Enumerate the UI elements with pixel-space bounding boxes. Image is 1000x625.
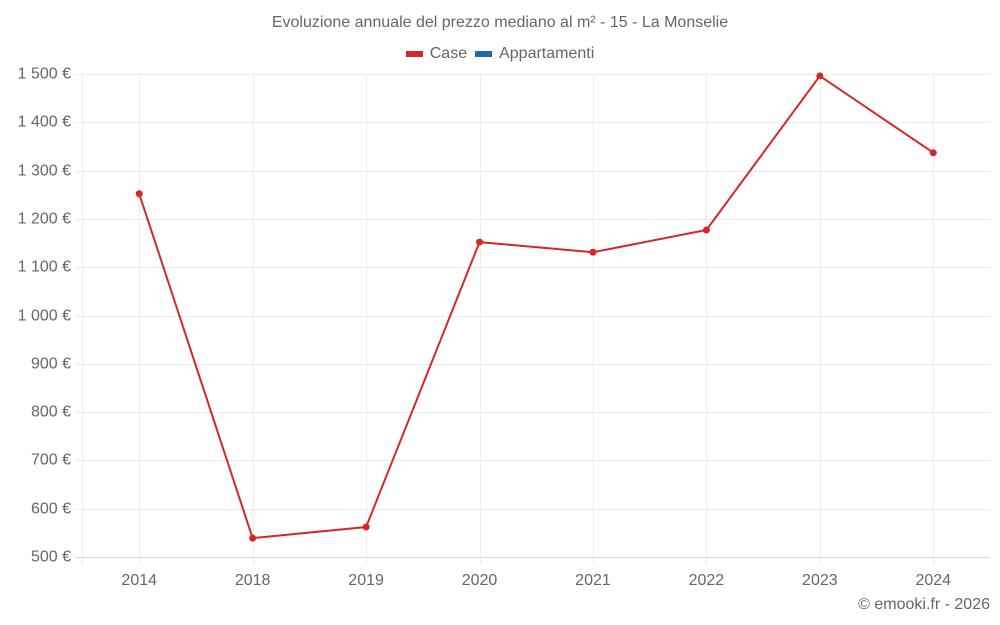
data-point[interactable] bbox=[816, 72, 824, 80]
y-tick-label: 500 € bbox=[31, 549, 71, 566]
legend-label-case: Case bbox=[429, 45, 468, 62]
series-case bbox=[135, 72, 937, 542]
data-point[interactable] bbox=[249, 534, 257, 542]
y-tick-label: 1 000 € bbox=[18, 308, 71, 325]
data-point[interactable] bbox=[135, 190, 143, 198]
y-tick-label: 1 400 € bbox=[18, 114, 71, 131]
x-tick-label: 2014 bbox=[121, 572, 157, 589]
x-tick-label: 2020 bbox=[462, 572, 498, 589]
y-axis: 500 € 600 € 700 € 800 € 900 € 1 000 € 1 100 € 1… bbox=[18, 66, 71, 566]
data-point[interactable] bbox=[476, 238, 484, 246]
legend-item-case[interactable]: Case bbox=[405, 45, 468, 63]
copyright-credit: © emooki.fr - 2026 bbox=[858, 596, 990, 613]
data-point[interactable] bbox=[589, 248, 597, 256]
x-tick-label: 2023 bbox=[802, 572, 838, 589]
data-point[interactable] bbox=[929, 149, 937, 157]
gridlines bbox=[75, 74, 990, 564]
x-tick-label: 2021 bbox=[575, 572, 611, 589]
y-tick-label: 1 300 € bbox=[18, 163, 71, 180]
series-line bbox=[138, 74, 934, 540]
legend-swatch-appartamenti bbox=[475, 51, 493, 57]
x-tick-label: 2019 bbox=[348, 572, 384, 589]
y-tick-label: 1 200 € bbox=[18, 211, 71, 228]
y-tick-label: 1 500 € bbox=[18, 66, 71, 83]
legend-swatch-case bbox=[405, 51, 423, 57]
legend: Case Appartamenti bbox=[0, 45, 1000, 63]
x-tick-label: 2018 bbox=[235, 572, 271, 589]
y-tick-label: 600 € bbox=[31, 501, 71, 518]
y-tick-label: 700 € bbox=[31, 452, 71, 469]
data-point[interactable] bbox=[702, 226, 710, 234]
y-tick-label: 800 € bbox=[31, 404, 71, 421]
chart-title: Evoluzione annuale del prezzo mediano al… bbox=[271, 14, 729, 31]
x-tick-label: 2022 bbox=[689, 572, 725, 589]
data-point[interactable] bbox=[362, 523, 370, 531]
legend-label-appartamenti: Appartamenti bbox=[499, 45, 595, 62]
y-tick-label: 900 € bbox=[31, 356, 71, 373]
y-tick-label: 1 100 € bbox=[18, 259, 71, 276]
x-tick-label: 2024 bbox=[915, 572, 951, 589]
x-axis: 2014 2018 2019 2020 2021 2022 2023 2024 bbox=[121, 572, 951, 589]
legend-item-appartamenti[interactable]: Appartamenti bbox=[475, 45, 594, 63]
